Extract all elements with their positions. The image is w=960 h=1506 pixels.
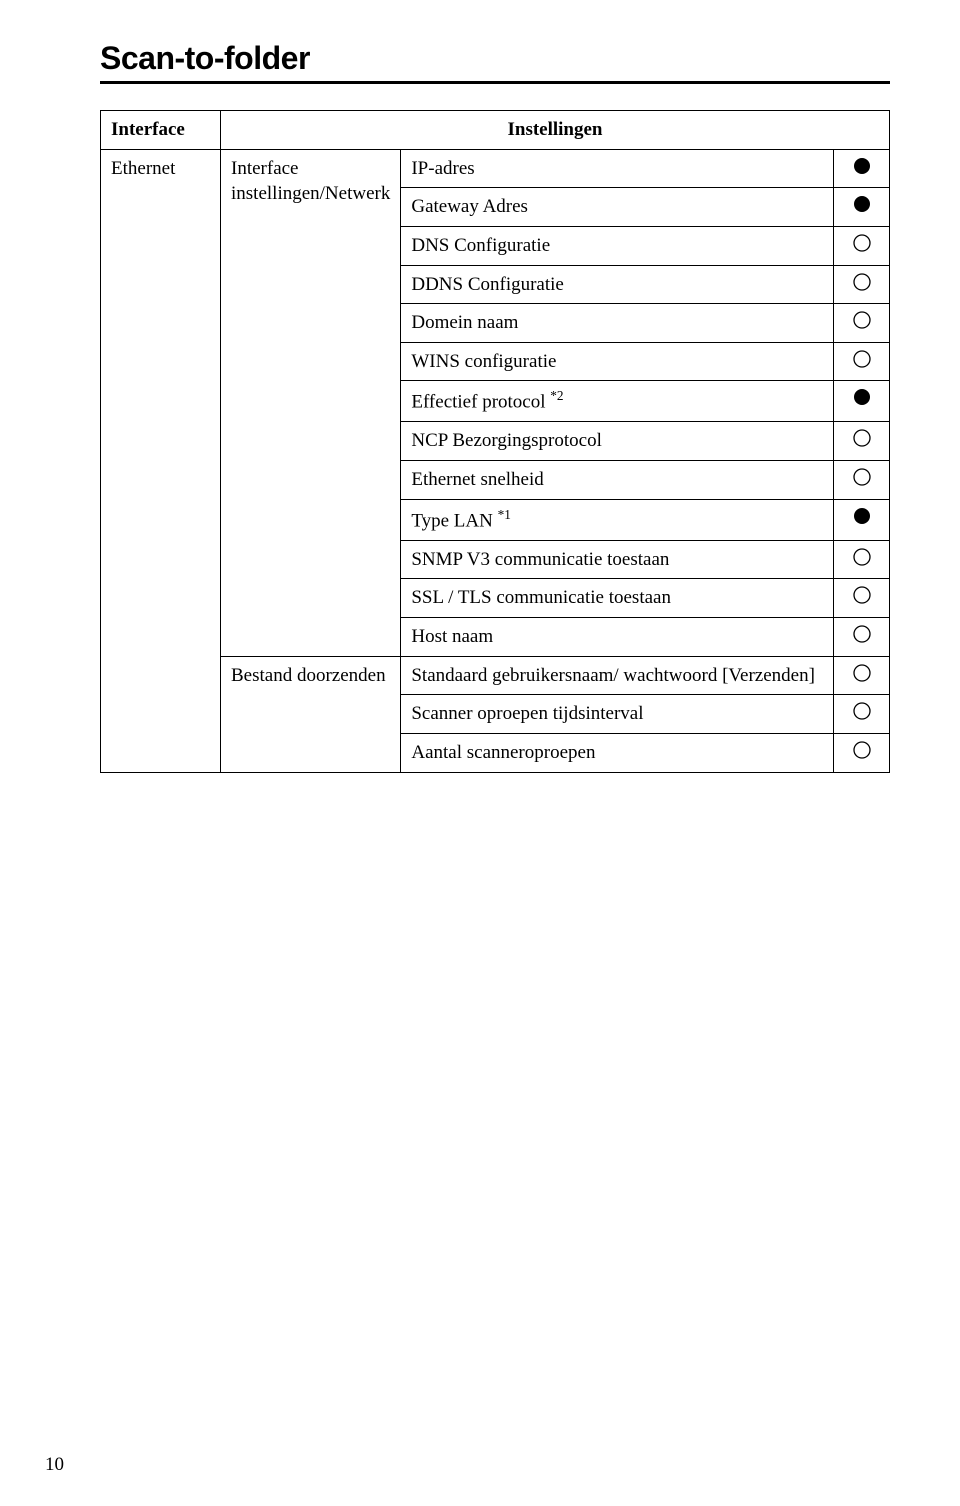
hollow-circle-icon <box>834 733 890 772</box>
setting-label: Standaard gebruikersnaam/ wachtwoord [Ve… <box>401 656 834 695</box>
hollow-circle-icon <box>834 422 890 461</box>
hollow-circle-icon <box>834 304 890 343</box>
filled-circle-icon <box>834 188 890 227</box>
filled-circle-icon <box>834 149 890 188</box>
col-interface-instellingen: Interface instellingen/Netwerk <box>221 149 401 656</box>
filled-circle-icon <box>834 381 890 422</box>
header-instellingen: Instellingen <box>221 111 890 150</box>
hollow-circle-icon <box>834 265 890 304</box>
hollow-circle-icon <box>834 617 890 656</box>
header-interface: Interface <box>101 111 221 150</box>
setting-label: WINS configuratie <box>401 342 834 381</box>
hollow-circle-icon <box>834 695 890 734</box>
setting-label: Gateway Adres <box>401 188 834 227</box>
title-section: Scan-to-folder <box>100 40 890 84</box>
hollow-circle-icon <box>834 342 890 381</box>
setting-label: NCP Bezorgingsprotocol <box>401 422 834 461</box>
settings-table: Interface Instellingen EthernetInterface… <box>100 110 890 773</box>
setting-label: Aantal scanneroproepen <box>401 733 834 772</box>
setting-label: Effectief protocol *2 <box>401 381 834 422</box>
table-body: EthernetInterface instellingen/NetwerkIP… <box>101 149 890 772</box>
setting-label: IP-adres <box>401 149 834 188</box>
setting-label: Host naam <box>401 617 834 656</box>
setting-label: DNS Configuratie <box>401 226 834 265</box>
setting-label: SSL / TLS communicatie toestaan <box>401 579 834 618</box>
table-row: EthernetInterface instellingen/NetwerkIP… <box>101 149 890 188</box>
hollow-circle-icon <box>834 226 890 265</box>
col-bestand-doorzenden: Bestand doorzenden <box>221 656 401 772</box>
setting-label: DDNS Configuratie <box>401 265 834 304</box>
filled-circle-icon <box>834 499 890 540</box>
hollow-circle-icon <box>834 656 890 695</box>
page-title: Scan-to-folder <box>100 40 890 77</box>
setting-label: Scanner oproepen tijdsinterval <box>401 695 834 734</box>
setting-label: SNMP V3 communicatie toestaan <box>401 540 834 579</box>
hollow-circle-icon <box>834 579 890 618</box>
col-ethernet: Ethernet <box>101 149 221 772</box>
page-number: 10 <box>45 1454 64 1476</box>
setting-label: Ethernet snelheid <box>401 461 834 500</box>
hollow-circle-icon <box>834 461 890 500</box>
setting-label: Domein naam <box>401 304 834 343</box>
table-header-row: Interface Instellingen <box>101 111 890 150</box>
setting-label: Type LAN *1 <box>401 499 834 540</box>
hollow-circle-icon <box>834 540 890 579</box>
